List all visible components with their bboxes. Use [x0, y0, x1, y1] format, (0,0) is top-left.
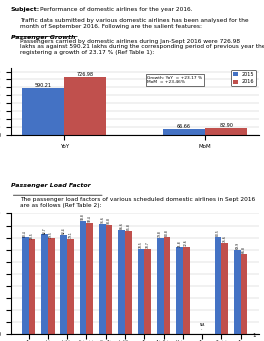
Text: 92.4: 92.4: [88, 215, 92, 222]
Bar: [138, 249, 144, 334]
Bar: [80, 221, 86, 334]
Text: 91.6: 91.6: [100, 216, 104, 223]
Text: Performance of domestic airlines for the year 2016.: Performance of domestic airlines for the…: [40, 7, 193, 12]
Bar: [22, 88, 64, 134]
Bar: [118, 229, 125, 334]
Bar: [60, 235, 67, 334]
Bar: [22, 237, 29, 334]
Text: 75.6: 75.6: [223, 235, 227, 242]
Bar: [67, 239, 74, 334]
Text: 82.7: 82.7: [43, 227, 46, 234]
Text: 86.6: 86.6: [120, 222, 124, 229]
Bar: [64, 77, 106, 134]
Bar: [48, 238, 55, 334]
Bar: [164, 237, 170, 334]
Text: 80.8: 80.8: [165, 229, 169, 236]
Text: 78.5: 78.5: [30, 232, 34, 239]
Text: 726.98: 726.98: [77, 72, 94, 77]
Text: 66.8: 66.8: [242, 246, 246, 253]
Text: Growth: YoY  = +23.17 %
MoM  = +23.46%: Growth: YoY = +23.17 % MoM = +23.46%: [147, 76, 202, 84]
Bar: [234, 250, 241, 334]
Text: Subject:: Subject:: [11, 7, 40, 12]
Bar: [241, 253, 247, 334]
Bar: [125, 231, 132, 334]
Text: 79.1: 79.1: [69, 231, 73, 238]
Text: 70.5: 70.5: [139, 241, 143, 249]
Text: 1: 1: [253, 332, 256, 338]
Text: 82.4: 82.4: [62, 227, 66, 234]
Text: 80.4: 80.4: [23, 230, 27, 237]
Bar: [144, 249, 151, 334]
Text: Passenger Load Factor: Passenger Load Factor: [11, 183, 90, 188]
Bar: [41, 234, 48, 334]
Text: Traffic data submitted by various domestic airlines has been analysed for the
mo: Traffic data submitted by various domest…: [21, 18, 249, 29]
Text: N/A
--: N/A --: [200, 323, 205, 332]
Bar: [205, 128, 247, 134]
Text: 82.90: 82.90: [219, 123, 233, 128]
Bar: [221, 243, 228, 334]
Bar: [106, 225, 112, 334]
Text: Passengers carried by domestic airlines during Jan-Sept 2016 were 726.98
lakhs a: Passengers carried by domestic airlines …: [21, 39, 264, 55]
Text: The passenger load factors of various scheduled domestic airlines in Sept 2016
a: The passenger load factors of various sc…: [21, 197, 256, 208]
Text: 85.8: 85.8: [126, 223, 130, 230]
Text: Passenger Growth: Passenger Growth: [11, 35, 75, 40]
Text: 79.8: 79.8: [158, 231, 162, 237]
Text: 72.6: 72.6: [184, 239, 188, 246]
Text: 70.7: 70.7: [146, 241, 150, 248]
Text: 80.5: 80.5: [216, 229, 220, 236]
Bar: [215, 237, 221, 334]
Text: 90.8: 90.8: [107, 217, 111, 224]
Legend: 2015, 2016: 2015, 2016: [231, 70, 256, 86]
Text: 590.21: 590.21: [35, 83, 51, 88]
Bar: [99, 224, 106, 334]
Bar: [157, 238, 164, 334]
Bar: [176, 248, 183, 334]
Text: 79.5: 79.5: [49, 231, 53, 238]
Text: 66.66: 66.66: [177, 124, 191, 129]
Text: 93.8: 93.8: [81, 213, 85, 220]
Bar: [86, 223, 93, 334]
Bar: [29, 239, 35, 334]
Bar: [183, 247, 190, 334]
Text: 71.8: 71.8: [177, 240, 181, 247]
Bar: [163, 129, 205, 134]
Text: 69.9: 69.9: [235, 242, 239, 249]
